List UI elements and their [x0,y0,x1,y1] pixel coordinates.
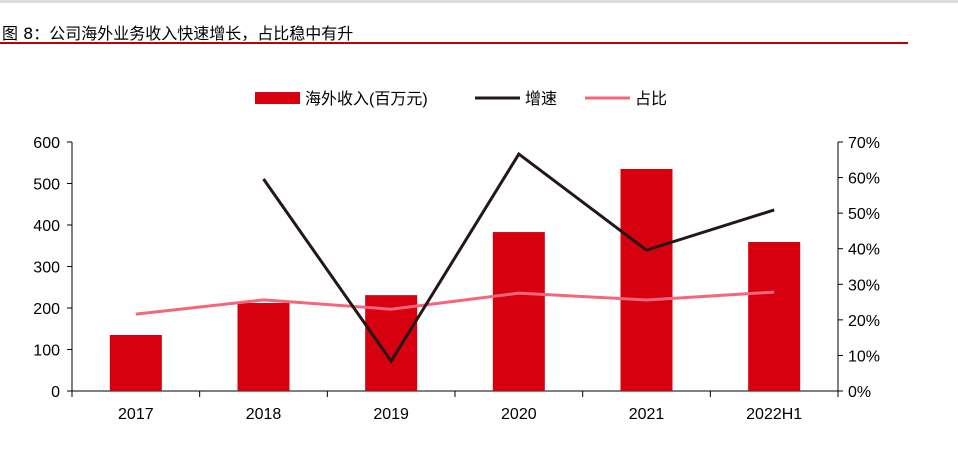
right-tick-label: 10% [848,348,880,365]
bar-2019 [365,295,418,391]
left-tick-label: 300 [33,260,60,277]
right-tick-label: 50% [848,206,880,223]
line-占比 [135,290,775,316]
right-tick-label: 0% [848,384,871,401]
right-tick-label: 30% [848,277,880,294]
bar-2022H1 [748,242,801,391]
legend-label: 海外收入(百万元) [305,90,428,108]
left-tick-label: 400 [33,218,60,235]
legend-swatch [255,92,300,104]
left-tick-label: 200 [33,301,60,318]
x-tick-label: 2018 [246,406,282,423]
left-tick-label: 0 [51,384,60,401]
line-增速 [262,151,775,364]
right-tick-label: 60% [848,171,880,188]
figure-title: 图 8：公司海外业务收入快速增长，占比稳中有升 [2,24,354,43]
top-border [0,0,958,3]
title-rule [0,42,908,44]
x-tick-label: 2019 [373,406,409,423]
x-tick-label: 2022H1 [746,406,802,423]
left-tick-label: 600 [33,135,60,152]
right-tick-label: 40% [848,242,880,259]
x-tick-label: 2017 [118,406,154,423]
bar-2018 [237,303,290,391]
legend-label: 占比 [635,90,667,108]
right-tick-label: 70% [848,135,880,152]
bar-2017 [109,334,162,391]
x-tick-label: 2021 [629,406,665,423]
bar-2021 [620,168,673,391]
left-tick-label: 100 [33,343,60,360]
legend-label: 增速 [525,90,557,108]
bar-2020 [492,232,545,391]
left-tick-label: 500 [33,177,60,194]
x-tick-label: 2020 [501,406,537,423]
right-tick-label: 20% [848,313,880,330]
